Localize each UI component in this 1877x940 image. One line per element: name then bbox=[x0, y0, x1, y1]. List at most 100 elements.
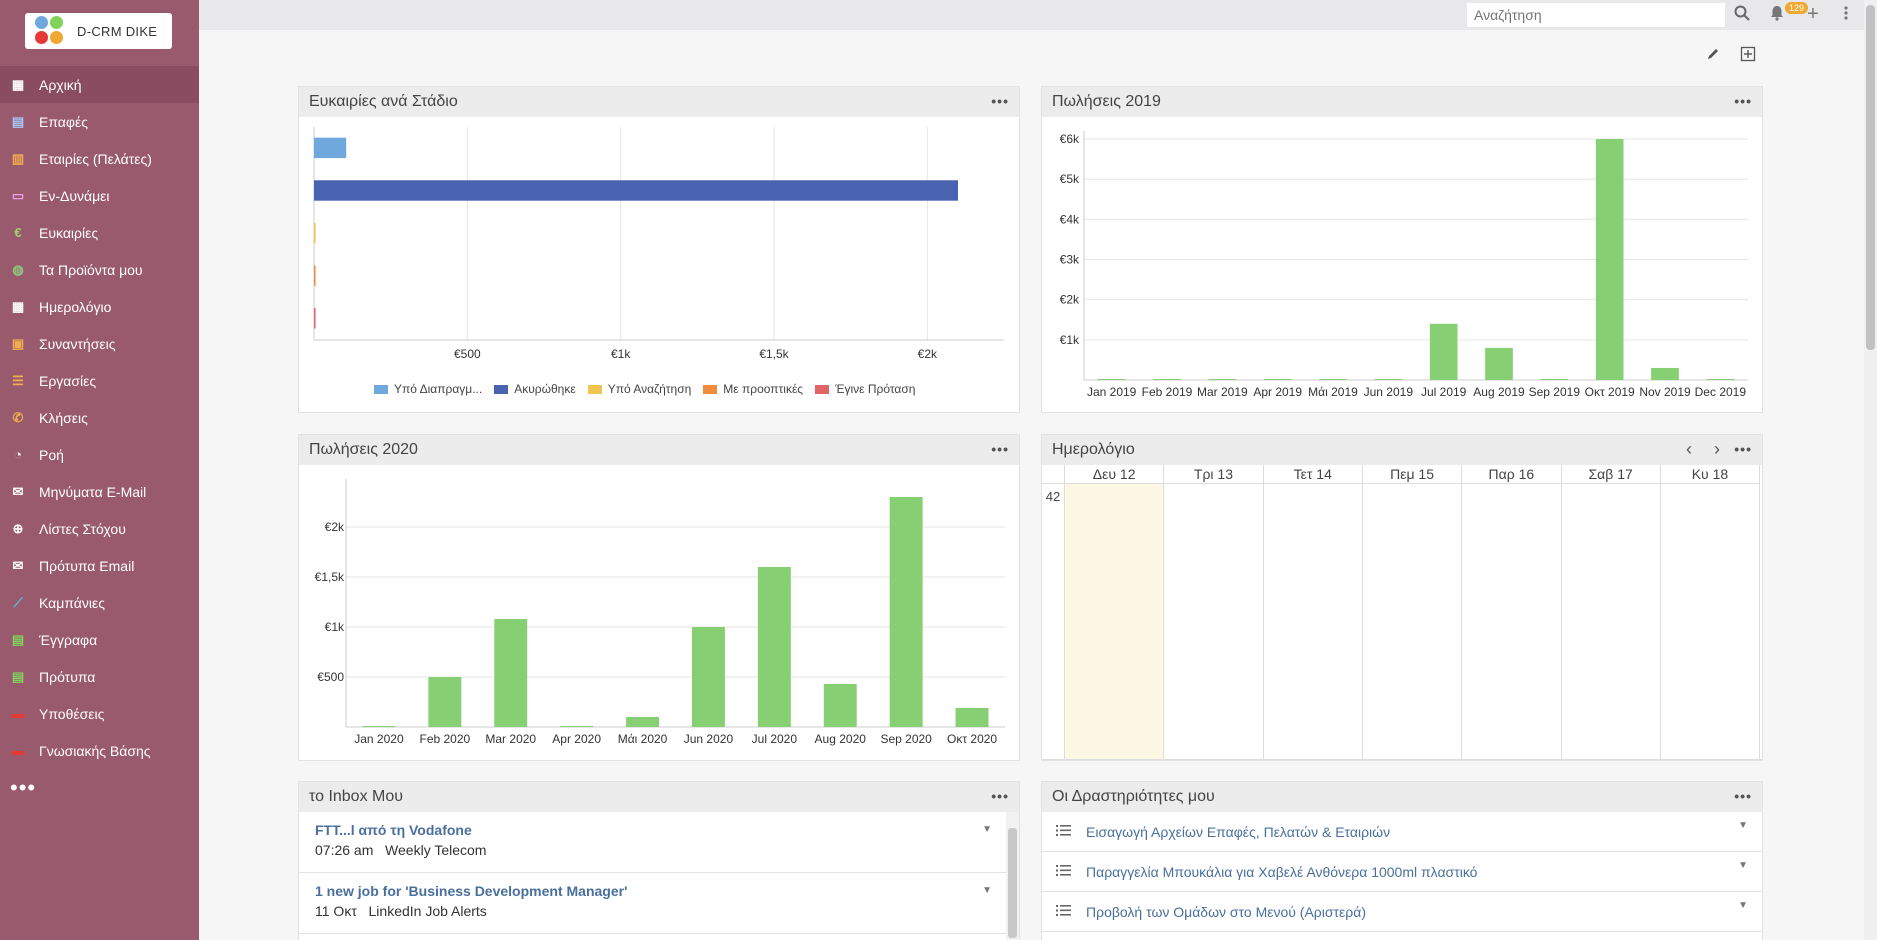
bar-4 bbox=[626, 717, 660, 727]
chevron-down-icon[interactable]: ▼ bbox=[982, 885, 992, 896]
calendar-day-cell[interactable] bbox=[1560, 484, 1660, 760]
calendar-day-cell[interactable] bbox=[1659, 484, 1759, 760]
activity-list-item[interactable]: Προβολή των Ομάδων στο Μενού (Αριστερά) ▼ bbox=[1042, 892, 1762, 932]
calendar-day-header[interactable]: Σαβ 17 bbox=[1560, 465, 1660, 484]
calendar-day-header[interactable]: Κυ 18 bbox=[1659, 465, 1760, 484]
dashlet-header: Ημερολόγιο ‹ › ••• bbox=[1042, 435, 1762, 465]
search-icon[interactable] bbox=[1732, 5, 1752, 25]
email-subject-link[interactable]: 1 new job for 'Business Development Mana… bbox=[315, 883, 628, 899]
task-list-icon bbox=[1056, 824, 1072, 840]
legend-item[interactable]: Υπό Αναζήτηση bbox=[587, 382, 691, 396]
sidebar-item[interactable]: € Ευκαιρίες bbox=[0, 214, 199, 251]
legend-item[interactable]: Με προοπτικές bbox=[703, 382, 803, 396]
app-logo[interactable]: D-CRM DIKE bbox=[25, 13, 172, 49]
bar-3 bbox=[1263, 379, 1292, 380]
calendar-day-header[interactable]: Πεμ 15 bbox=[1361, 465, 1462, 484]
x-tick-label: Οκτ 2019 bbox=[1585, 385, 1635, 399]
chevron-down-icon[interactable]: ▼ bbox=[1738, 900, 1748, 911]
calendar-day-cell[interactable] bbox=[1461, 484, 1560, 760]
sidebar-item[interactable]: ✉ Μηνύματα E-Mail bbox=[0, 473, 199, 510]
sidebar-item[interactable]: ◍ Τα Προϊόντα μου bbox=[0, 251, 199, 288]
legend-item[interactable]: Υπό Διαπραγμ... bbox=[374, 382, 482, 396]
sidebar-item[interactable]: ◔ Ροή bbox=[0, 436, 199, 473]
activity-title-link[interactable]: Παραγγελία Μπουκάλια για Χαβελέ Ανθόνερα… bbox=[1086, 863, 1478, 880]
calendar-day-cell[interactable] bbox=[1064, 484, 1164, 760]
sidebar-more-button[interactable]: ••• bbox=[0, 769, 199, 806]
bar-6 bbox=[1429, 323, 1458, 380]
activity-list-item[interactable]: Εισαγωγή Αρχείων Επαφές, Πελατών & Εταιρ… bbox=[1042, 812, 1762, 852]
bar-2 bbox=[314, 222, 316, 244]
page-scrollbar[interactable] bbox=[1864, 0, 1877, 940]
sidebar-item[interactable]: ▦ Ημερολόγιο bbox=[0, 288, 199, 325]
sidebar-item[interactable]: ▤ Επαφές bbox=[0, 103, 199, 140]
chevron-down-icon[interactable]: ▼ bbox=[982, 824, 992, 835]
kebab-menu-icon[interactable] bbox=[1836, 5, 1856, 25]
activity-list-item[interactable]: Παραγγελία Μπουκάλια για Χαβελέ Ανθόνερα… bbox=[1042, 852, 1762, 892]
dashlet-sales-2019: Πωλήσεις 2019 ••• €1k €2k €3k €4k €5k €6k Jan … bbox=[1041, 86, 1763, 413]
calendar-day-header[interactable]: Τρι 13 bbox=[1163, 465, 1263, 484]
phone-icon: ✆ bbox=[12, 409, 24, 425]
bar-7 bbox=[1485, 347, 1513, 380]
legend-item[interactable]: Έγινε Πρόταση bbox=[815, 382, 915, 396]
x-tick-label: Aug 2020 bbox=[815, 732, 867, 746]
dashlet-menu-button[interactable]: ••• bbox=[991, 441, 1009, 457]
calendar-day-header[interactable]: Δευ 12 bbox=[1064, 465, 1164, 484]
logo-icon bbox=[33, 15, 73, 47]
sidebar-item[interactable]: ▭ Εν-Δυνάμει bbox=[0, 177, 199, 214]
bar-4 bbox=[1319, 379, 1347, 380]
x-tick-label: Jan 2019 bbox=[1087, 385, 1137, 399]
chevron-down-icon[interactable]: ▼ bbox=[1738, 820, 1748, 831]
calendar-day-cell[interactable] bbox=[1163, 484, 1262, 760]
sidebar-item[interactable]: ▬ Υποθέσεις bbox=[0, 695, 199, 732]
x-tick-label: Jan 2020 bbox=[354, 732, 404, 746]
activity-title-link[interactable]: Εισαγωγή Αρχείων Επαφές, Πελατών & Εταιρ… bbox=[1086, 823, 1391, 840]
sidebar-item-label: Πρότυπα bbox=[39, 668, 96, 685]
bell-icon[interactable] bbox=[1767, 5, 1787, 25]
calendar-day-header[interactable]: Παρ 16 bbox=[1461, 465, 1561, 484]
calendar-day-cell[interactable] bbox=[1262, 484, 1362, 760]
y-tick-label: €4k bbox=[1060, 212, 1080, 226]
email-subject-link[interactable]: FTT...l από τη Vodafone bbox=[315, 822, 472, 838]
sidebar-item[interactable]: ▦ Αρχική bbox=[0, 66, 199, 103]
calendar-day-cell[interactable] bbox=[1361, 484, 1461, 760]
dashlet-header: Πωλήσεις 2019 ••• bbox=[1042, 87, 1762, 117]
calendar-prev-button[interactable]: ‹ bbox=[1686, 439, 1692, 459]
bar-0 bbox=[362, 726, 396, 727]
sidebar-item[interactable]: ⊕ Λίστες Στόχου bbox=[0, 510, 199, 547]
dashlet-menu-button[interactable]: ••• bbox=[1734, 441, 1752, 457]
sidebar-item[interactable]: ▣ Συναντήσεις bbox=[0, 325, 199, 362]
sidebar-item-label: Εν-Δυνάμει bbox=[39, 187, 110, 204]
edit-dashboard-icon[interactable] bbox=[1706, 47, 1720, 64]
activity-title-link[interactable]: Προβολή των Ομάδων στο Μενού (Αριστερά) bbox=[1086, 903, 1367, 920]
sidebar-item[interactable]: ▤ Έγγραφα bbox=[0, 621, 199, 658]
activities-list: Εισαγωγή Αρχείων Επαφές, Πελατών & Εταιρ… bbox=[1042, 812, 1762, 932]
calendar-next-button[interactable]: › bbox=[1714, 439, 1720, 459]
plus-icon[interactable]: + bbox=[1807, 3, 1819, 25]
legend-label: Ακυρώθηκε bbox=[514, 382, 576, 396]
inbox-list-item[interactable]: 1 new job for 'Business Development Mana… bbox=[299, 873, 1006, 934]
legend-swatch bbox=[815, 384, 830, 394]
inbox-list: FTT...l από τη Vodafone 07:26 am Weekly T… bbox=[299, 812, 1019, 934]
sidebar-item[interactable]: ✆ Κλήσεις bbox=[0, 399, 199, 436]
x-tick-label: Sep 2019 bbox=[1529, 385, 1581, 399]
chevron-down-icon[interactable]: ▼ bbox=[1738, 860, 1748, 871]
legend-item[interactable]: Ακυρώθηκε bbox=[494, 382, 576, 396]
y-tick-label: €1k bbox=[325, 620, 345, 634]
bar-4 bbox=[314, 308, 316, 329]
dashlet-menu-button[interactable]: ••• bbox=[991, 788, 1009, 804]
inbox-list-item[interactable]: FTT...l από τη Vodafone 07:26 am Weekly T… bbox=[299, 812, 1006, 873]
dashlet-menu-button[interactable]: ••• bbox=[1734, 93, 1752, 109]
sidebar-item[interactable]: ☰ Εργασίες bbox=[0, 362, 199, 399]
add-dashlet-icon[interactable] bbox=[1740, 46, 1756, 65]
sidebar-item[interactable]: ✉ Πρότυπα Email bbox=[0, 547, 199, 584]
sidebar-item[interactable]: ▤ Πρότυπα bbox=[0, 658, 199, 695]
sidebar-item[interactable]: ▥ Εταιρίες (Πελάτες) bbox=[0, 140, 199, 177]
search-input[interactable] bbox=[1467, 3, 1725, 27]
dashlet-menu-button[interactable]: ••• bbox=[1734, 788, 1752, 804]
sidebar-item[interactable]: ▬ Γνωσιακής Βάσης bbox=[0, 732, 199, 769]
dashlet-menu-button[interactable]: ••• bbox=[991, 93, 1009, 109]
sidebar-item[interactable]: ⟋ Καμπάνιες bbox=[0, 584, 199, 621]
calendar-day-header[interactable]: Τετ 14 bbox=[1262, 465, 1362, 484]
inbox-scrollbar[interactable] bbox=[1006, 812, 1019, 940]
dashlet-header: Πωλήσεις 2020 ••• bbox=[299, 435, 1019, 465]
